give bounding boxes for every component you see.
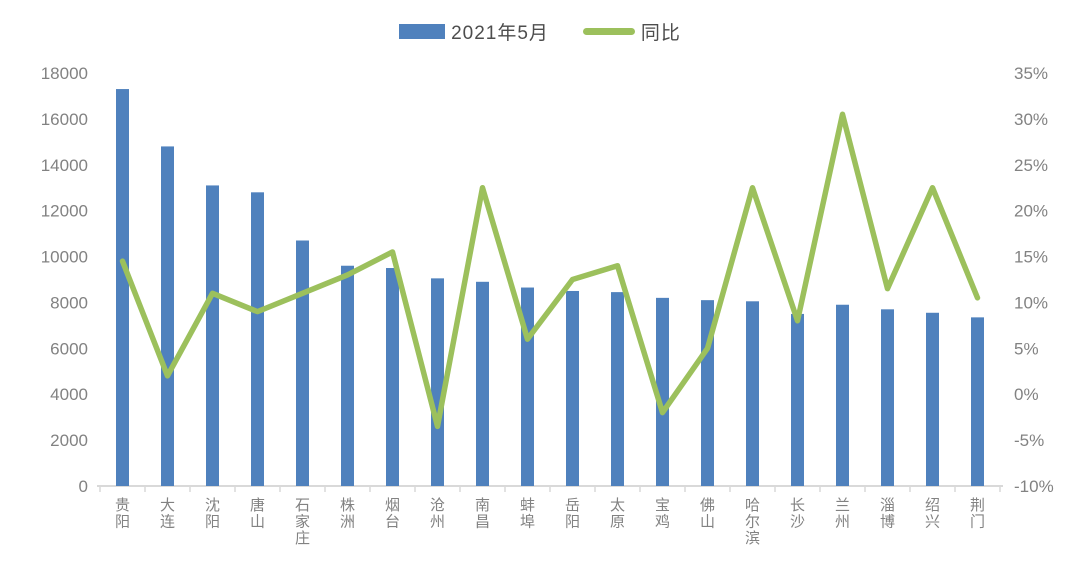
bar-series-swatch-icon — [399, 24, 446, 39]
bar-贵阳 — [116, 89, 129, 487]
bar-太原 — [611, 292, 624, 486]
right-axis-tick-label: 25% — [1014, 156, 1048, 175]
category-label-长沙: 长沙 — [790, 497, 805, 531]
bar-南昌 — [476, 281, 489, 486]
bar-淄博 — [881, 309, 894, 486]
category-label-哈尔滨: 哈尔滨 — [745, 497, 760, 547]
category-label-沧州: 沧州 — [430, 497, 445, 531]
category-label-岳阳: 岳阳 — [565, 497, 580, 531]
right-axis-tick-label: 0% — [1014, 385, 1039, 404]
bar-唐山 — [251, 192, 264, 487]
category-label-石家庄: 石家庄 — [295, 497, 310, 547]
left-axis-tick-label: 18000 — [41, 64, 88, 83]
right-axis-tick-label: 20% — [1014, 202, 1048, 221]
category-label-荆门: 荆门 — [970, 497, 985, 531]
category-label-株洲: 株洲 — [340, 497, 355, 531]
left-axis-tick-label: 2000 — [50, 431, 88, 450]
right-axis-tick-label: -5% — [1014, 431, 1044, 450]
bar-绍兴 — [926, 312, 939, 486]
legend: 2021年5月 同比 — [0, 18, 1080, 45]
right-axis-tick-label: 30% — [1014, 110, 1048, 129]
bar-宝鸡 — [656, 297, 669, 486]
category-label-沈阳: 沈阳 — [205, 497, 220, 531]
left-axis-tick-label: 10000 — [41, 248, 88, 267]
left-axis-tick-label: 16000 — [41, 110, 88, 129]
category-label-大连: 大连 — [160, 497, 175, 531]
left-axis-tick-label: 4000 — [50, 385, 88, 404]
category-label-唐山: 唐山 — [250, 497, 265, 531]
category-label-南昌: 南昌 — [475, 497, 490, 531]
bar-荆门 — [971, 317, 984, 486]
bar-株洲 — [341, 265, 354, 486]
bar-series-label: 2021年5月 — [451, 23, 549, 44]
trend-line — [119, 111, 981, 430]
category-label-蚌埠: 蚌埠 — [520, 497, 535, 531]
bar-兰州 — [836, 304, 849, 486]
right-axis-tick-label: 35% — [1014, 64, 1048, 83]
bar-烟台 — [386, 268, 399, 486]
category-label-宝鸡: 宝鸡 — [655, 497, 670, 531]
bar-沧州 — [431, 278, 444, 486]
category-label-烟台: 烟台 — [385, 497, 400, 531]
category-label-佛山: 佛山 — [700, 497, 715, 531]
category-label-淄博: 淄博 — [880, 497, 895, 531]
bar-大连 — [161, 146, 174, 486]
category-label-兰州: 兰州 — [835, 497, 850, 531]
category-label-太原: 太原 — [610, 497, 625, 531]
right-axis-tick-label: 10% — [1014, 293, 1048, 312]
bar-沈阳 — [206, 185, 219, 486]
bar-长沙 — [791, 313, 804, 486]
right-axis-tick-label: 5% — [1014, 339, 1039, 358]
line-series-swatch-icon — [582, 28, 635, 35]
legend-item-line-series: 同比 — [582, 18, 681, 45]
category-label-绍兴: 绍兴 — [925, 497, 940, 531]
left-axis-tick-label: 12000 — [41, 202, 88, 221]
right-axis-tick-label: -10% — [1014, 477, 1054, 496]
line-series-label: 同比 — [640, 23, 681, 44]
left-axis-tick-label: 0 — [79, 477, 88, 496]
bar-岳阳 — [566, 290, 579, 486]
legend-item-bar-series: 2021年5月 — [399, 18, 549, 45]
bar-石家庄 — [296, 240, 309, 486]
bar-哈尔滨 — [746, 301, 759, 486]
left-axis-tick-label: 8000 — [50, 293, 88, 312]
category-label-贵阳: 贵阳 — [115, 497, 130, 531]
right-axis-tick-label: 15% — [1014, 248, 1048, 267]
left-axis-tick-label: 14000 — [41, 156, 88, 175]
left-axis-tick-label: 6000 — [50, 339, 88, 358]
